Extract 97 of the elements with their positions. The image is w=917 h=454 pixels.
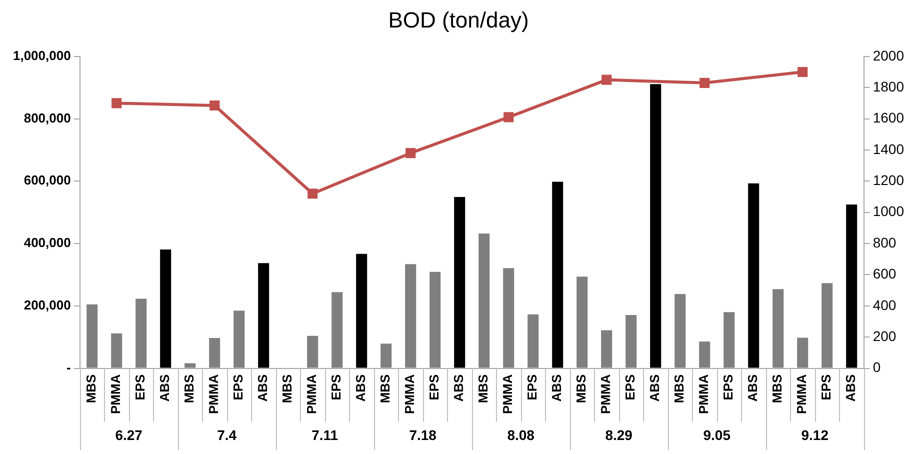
bar bbox=[626, 314, 637, 368]
bar bbox=[772, 289, 784, 368]
bar bbox=[160, 249, 172, 368]
bar bbox=[478, 234, 490, 368]
y-tick-label: 1,000,000 bbox=[12, 48, 71, 63]
point bbox=[798, 66, 808, 78]
point bbox=[602, 74, 612, 85]
text: 9.05 bbox=[703, 426, 731, 443]
x-tick-label: PMMA bbox=[402, 374, 418, 414]
x-tick-label: EPS bbox=[328, 374, 344, 400]
bar bbox=[258, 263, 270, 368]
x-tick-label: MBS bbox=[378, 374, 393, 404]
bar bbox=[86, 304, 98, 368]
x-tick-label: PMMA bbox=[598, 374, 614, 414]
y-tick-label: 200,000 bbox=[24, 297, 71, 312]
bar bbox=[454, 197, 466, 368]
y-tick-label: 800,000 bbox=[24, 110, 71, 126]
y2-tick-label: 200 bbox=[872, 328, 896, 344]
x-tick-label: EPS bbox=[524, 374, 540, 400]
point bbox=[308, 188, 318, 199]
bar bbox=[674, 294, 686, 368]
x-tick-label: EPS bbox=[720, 374, 736, 400]
bar bbox=[332, 292, 343, 368]
x-tick-label: PMMA bbox=[108, 374, 124, 414]
text: 8.29 bbox=[605, 426, 633, 443]
bar bbox=[528, 314, 539, 368]
bar bbox=[576, 276, 588, 368]
y2-tick-label: 1800 bbox=[872, 78, 904, 94]
bar bbox=[797, 338, 808, 368]
bar bbox=[503, 268, 514, 368]
x-tick-label: MBS bbox=[672, 374, 687, 404]
bar bbox=[822, 283, 833, 368]
x-tick-label: EPS bbox=[426, 374, 442, 400]
x-tick-label: MBS bbox=[182, 374, 197, 404]
y2-tick-label: 1200 bbox=[872, 172, 904, 188]
x-tick-label: MBS bbox=[476, 374, 491, 404]
point bbox=[210, 100, 220, 111]
bar bbox=[209, 338, 220, 368]
x-tick-label: ABS bbox=[157, 374, 172, 402]
x-tick-label: ABS bbox=[647, 374, 662, 402]
x-tick-label: ABS bbox=[843, 374, 858, 402]
x-tick-label: EPS bbox=[230, 374, 246, 400]
x-tick-label: EPS bbox=[818, 374, 834, 400]
bar bbox=[601, 330, 612, 368]
x-tick-label: EPS bbox=[622, 374, 638, 400]
x-tick-label: PMMA bbox=[500, 374, 516, 414]
bar bbox=[356, 254, 368, 368]
y-tick-label: 400,000 bbox=[24, 235, 71, 250]
y-tick-label: - bbox=[66, 360, 71, 375]
chart-title: BOD (ton/day) bbox=[388, 7, 529, 32]
bar bbox=[380, 344, 392, 368]
text: 6.27 bbox=[115, 426, 143, 443]
y2-tick-label: 800 bbox=[872, 234, 896, 250]
y-tick-label: 600,000 bbox=[24, 172, 71, 188]
x-tick-label: MBS bbox=[280, 374, 295, 404]
x-tick-label: EPS bbox=[132, 374, 148, 400]
point bbox=[700, 78, 710, 88]
bar bbox=[846, 204, 858, 368]
bar bbox=[136, 298, 147, 368]
bar bbox=[748, 183, 760, 368]
x-tick-label: ABS bbox=[451, 374, 466, 402]
text: 9.12 bbox=[801, 426, 829, 443]
x-tick-label: ABS bbox=[353, 374, 368, 402]
x-tick-label: MBS bbox=[574, 374, 589, 404]
bar bbox=[552, 182, 564, 368]
x-tick-label: ABS bbox=[255, 374, 270, 402]
bar bbox=[405, 264, 416, 368]
bar bbox=[724, 312, 735, 368]
x-tick-label: PMMA bbox=[696, 374, 712, 414]
text: 7.4 bbox=[217, 426, 237, 443]
text: 8.08 bbox=[507, 426, 535, 443]
bar bbox=[430, 272, 441, 368]
bar bbox=[234, 310, 245, 368]
bar bbox=[650, 84, 662, 368]
x-tick-label: ABS bbox=[549, 374, 564, 402]
y2-tick-label: 1000 bbox=[872, 203, 904, 220]
y2-tick-label: 1400 bbox=[872, 140, 904, 157]
x-tick-label: MBS bbox=[84, 374, 99, 404]
point bbox=[112, 98, 122, 108]
x-tick-label: ABS bbox=[745, 374, 760, 402]
bar bbox=[307, 336, 318, 368]
text: 7.18 bbox=[409, 426, 437, 443]
point bbox=[406, 148, 416, 158]
bar bbox=[699, 341, 710, 368]
bar bbox=[111, 333, 122, 368]
x-tick-label: MBS bbox=[770, 374, 785, 404]
y2-tick-label: 1600 bbox=[872, 110, 904, 126]
y2-tick-label: 0 bbox=[872, 359, 881, 376]
x-tick-label: PMMA bbox=[304, 374, 320, 414]
y2-tick-label: 600 bbox=[872, 266, 896, 282]
x-tick-label: PMMA bbox=[206, 374, 222, 414]
point bbox=[504, 112, 514, 122]
y2-tick-label: 400 bbox=[872, 296, 896, 313]
y2-tick-label: 2000 bbox=[872, 47, 904, 64]
text: 7.11 bbox=[312, 426, 338, 443]
x-tick-label: PMMA bbox=[794, 374, 810, 414]
bar bbox=[184, 363, 196, 368]
